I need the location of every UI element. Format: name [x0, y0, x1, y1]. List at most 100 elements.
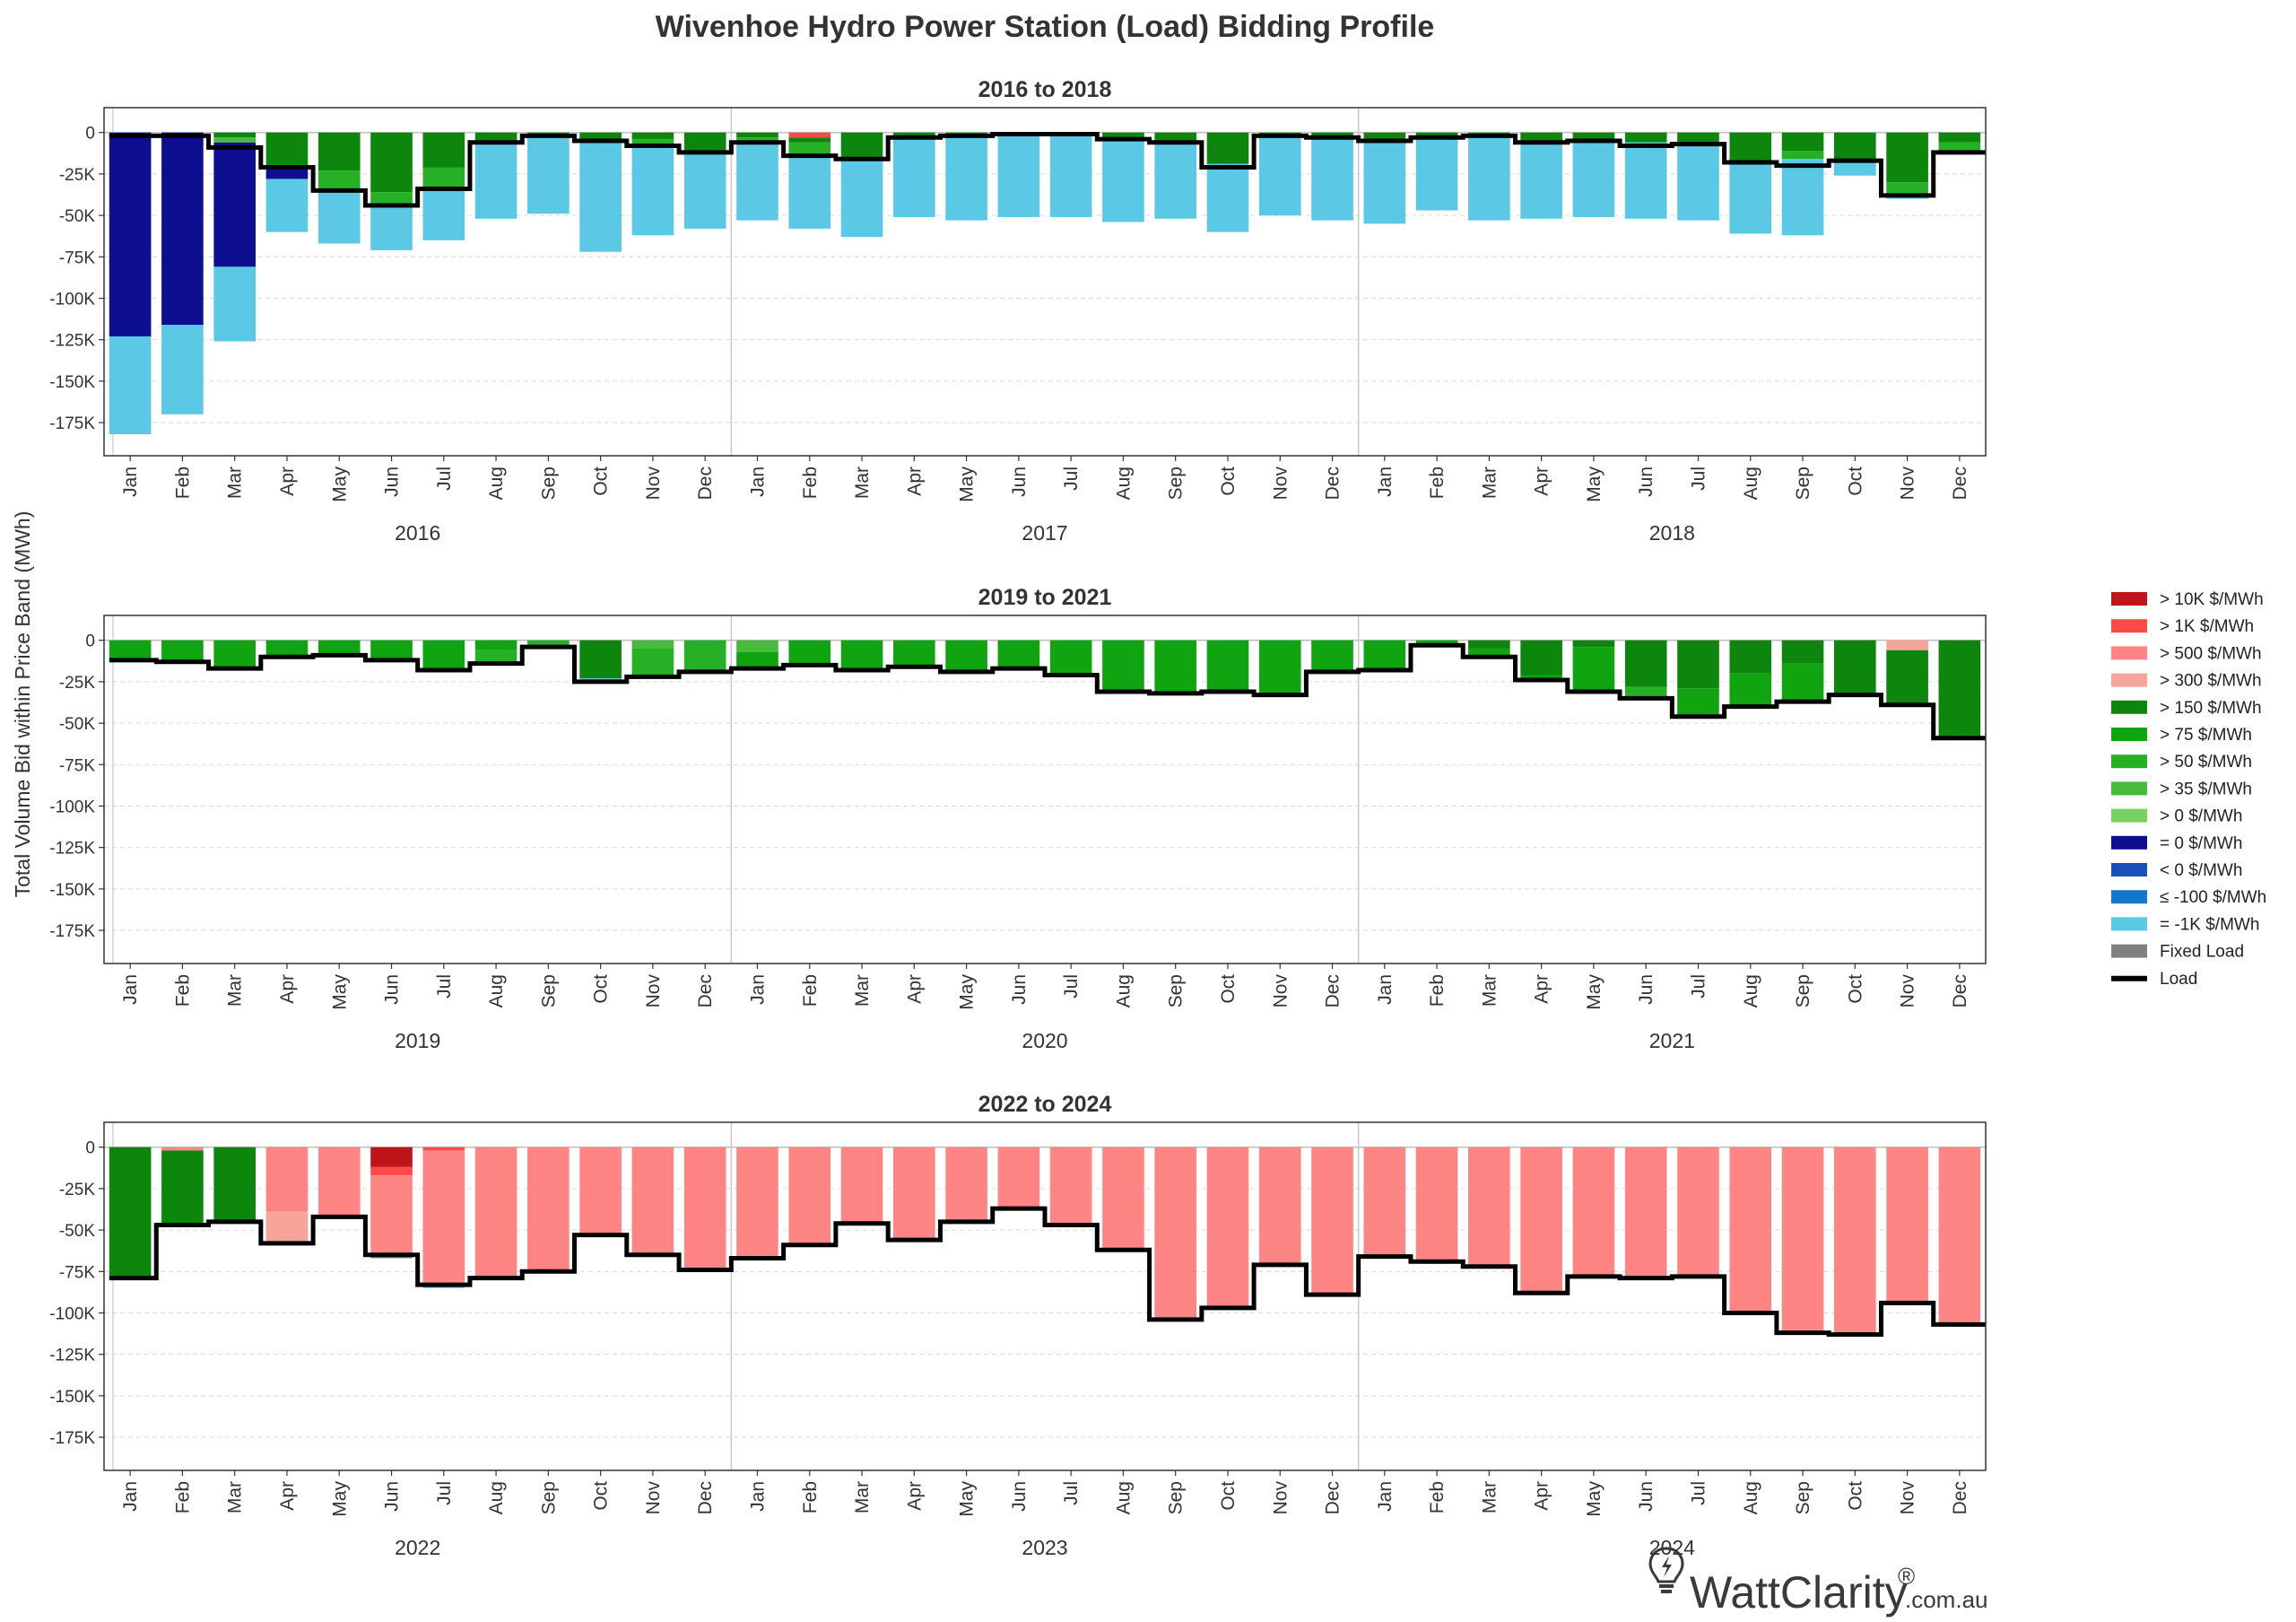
bar-segment-gt150 [1415, 132, 1458, 136]
bar-segment-gt75 [1677, 688, 1719, 717]
month-bar-15 [840, 132, 883, 238]
bar-segment-gt50 [317, 170, 361, 191]
bar-segment-gt500 [788, 1147, 831, 1245]
legend-item-gt75: > 75 $/MWh [2111, 726, 2252, 745]
legend-label: > 300 $/MWh [2160, 672, 2262, 691]
load-line [109, 642, 1986, 741]
legend-item-eq1k: = -1K $/MWh [2111, 915, 2259, 934]
month-label: Apr [277, 974, 298, 1004]
month-bar-28 [1520, 1147, 1562, 1294]
bar-segment-gt75 [1258, 640, 1301, 695]
bar-segment-gt150 [1781, 640, 1824, 664]
legend-item-gt35: > 35 $/MWh [2111, 780, 2252, 798]
bar-segment-eq1k [422, 187, 465, 240]
bar-segment-eq1k [213, 266, 257, 342]
month-bar-25 [1363, 640, 1406, 670]
bar-segment-gt150 [1468, 132, 1510, 135]
y-tick-label: 0 [85, 125, 95, 144]
month-label: May [1584, 1481, 1605, 1517]
bar-segment-eq1k [1781, 159, 1824, 236]
month-label: Jun [1009, 1481, 1030, 1512]
month-label: Dec [1323, 467, 1344, 500]
month-label: Aug [1113, 974, 1134, 1007]
month-label: Sep [1793, 974, 1813, 1007]
y-tick-label: -175K [49, 922, 95, 941]
bar-segment-gt150 [1938, 640, 1981, 738]
month-label: Jan [1375, 467, 1396, 497]
month-label: Aug [486, 1481, 507, 1514]
y-tick-label: -50K [59, 715, 95, 734]
month-bar-28 [1520, 640, 1562, 681]
month-bar-17 [945, 640, 987, 672]
bar-segment-eq1k [1049, 132, 1092, 217]
bar-segment-gt50 [631, 648, 674, 677]
month-bar-12 [683, 640, 726, 672]
bar-segment-gt75 [1102, 640, 1144, 692]
month-bar-33 [1781, 640, 1824, 702]
month-bar-4 [265, 640, 309, 658]
wattclarity-logo: WattClarity ® .com.au [1648, 1547, 1988, 1618]
month-label: Dec [695, 467, 716, 500]
legend-swatch [2111, 835, 2147, 850]
month-label: Jul [434, 1481, 455, 1505]
month-label: Feb [1427, 1481, 1448, 1513]
legend-swatch [2111, 890, 2147, 904]
bar-segment-gt1k [370, 1166, 413, 1176]
bar-segment-eq1k [631, 144, 674, 236]
bar-segment-gt500 [1938, 1147, 1981, 1325]
bar-segment-gt500 [1572, 1147, 1615, 1277]
bar-segment-eq1k [1520, 140, 1562, 219]
y-axis-label: Total Volume Bid within Price Band (MWh) [11, 511, 34, 898]
month-bar-4 [265, 132, 309, 232]
y-tick-label: -150K [49, 1388, 95, 1407]
legend-swatch [2111, 917, 2147, 931]
month-bar-21 [1154, 132, 1197, 219]
month-label: Feb [172, 974, 193, 1007]
bar-segment-gt150 [1520, 132, 1562, 141]
legend-swatch [2111, 673, 2147, 687]
panel-2: 2019 to 2021 0 -25K -50K -75K -100K -125K -150K… [49, 585, 1987, 1052]
plot-frame [103, 1121, 1987, 1471]
month-bar-23 [1258, 132, 1301, 216]
legend-item-gt150: > 150 $/MWh [2111, 699, 2262, 718]
month-label: May [329, 1481, 350, 1517]
legend-label: ≤ -100 $/MWh [2160, 888, 2266, 907]
bar-segment-gt150 [892, 132, 935, 136]
month-label: Jan [747, 1481, 768, 1512]
legend-label: > 150 $/MWh [2160, 699, 2262, 718]
month-label: Sep [1166, 1481, 1187, 1514]
bar-segment-gt150 [1468, 640, 1510, 649]
bar-segment-gt500 [1311, 1147, 1353, 1295]
legend-item-gt300: > 300 $/MWh [2111, 672, 2262, 691]
month-bar-20 [1102, 132, 1144, 222]
month-bar-34 [1833, 132, 1876, 176]
month-label: Jul [1688, 1481, 1709, 1505]
bar-segment-gt500 [1049, 1147, 1092, 1225]
legend-label: Load [2160, 970, 2197, 989]
month-bar-18 [997, 640, 1040, 669]
month-bar-22 [1206, 640, 1249, 692]
month-label: Jul [1688, 467, 1709, 491]
bar-segment-eq1k [1311, 137, 1353, 221]
bar-segment-eq1k [474, 140, 517, 219]
year-label: 2019 [395, 1029, 440, 1052]
month-label: May [329, 974, 350, 1010]
bar-segment-eq1k [579, 139, 622, 252]
legend-swatch [2111, 700, 2147, 714]
bar-segment-gt500 [1520, 1147, 1562, 1294]
month-bar-36 [1938, 1147, 1981, 1325]
panel-title: 2022 to 2024 [978, 1092, 1112, 1117]
y-tick-label: -50K [59, 207, 95, 226]
bar-segment-gt500 [1258, 1147, 1301, 1265]
month-label: Jun [382, 467, 403, 497]
month-label: Apr [1532, 1481, 1552, 1511]
bar-segment-gt35 [213, 137, 257, 143]
month-bar-36 [1938, 640, 1981, 738]
bar-segment-eq1k [1729, 161, 1772, 234]
month-bar-5 [317, 132, 361, 244]
logo-suffix: .com.au [1905, 1586, 1988, 1613]
y-tick-label: 0 [85, 632, 95, 651]
legend: > 10K $/MWh > 1K $/MWh > 500 $/MWh > 300 $/… [2111, 590, 2266, 989]
bar-segment-gt10k [370, 1147, 413, 1167]
y-tick-label: -100K [49, 798, 95, 816]
